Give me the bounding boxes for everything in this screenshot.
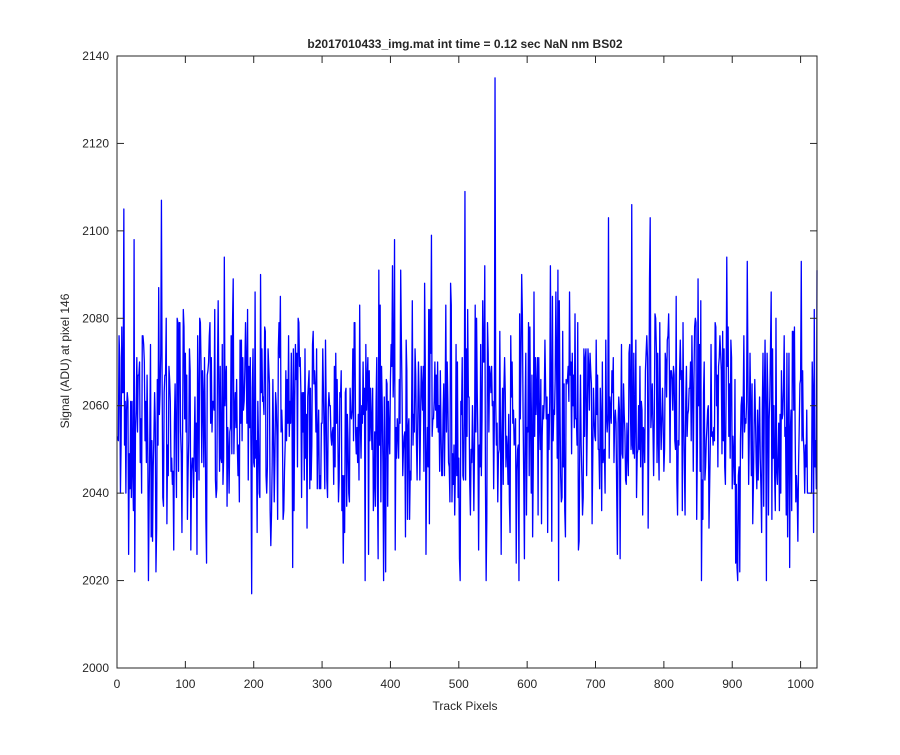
x-tick-label: 600 <box>517 677 537 691</box>
axes-box <box>116 55 818 669</box>
y-tick-label: 2040 <box>82 486 109 500</box>
x-tick-label: 1000 <box>787 677 814 691</box>
x-tick-label: 900 <box>722 677 742 691</box>
chart-title: b2017010433_img.mat int time = 0.12 sec … <box>307 37 622 51</box>
y-tick-label: 2100 <box>82 224 109 238</box>
y-axis-label: Signal (ADU) at pixel 146 <box>58 293 72 428</box>
x-tick-label: 700 <box>586 677 606 691</box>
x-tick-label: 0 <box>114 677 121 691</box>
y-tick-label: 2140 <box>82 49 109 63</box>
x-tick-label: 500 <box>449 677 469 691</box>
y-tick-label: 2080 <box>82 311 109 325</box>
x-tick-label: 200 <box>244 677 264 691</box>
y-tick-label: 2060 <box>82 399 109 413</box>
x-tick-label: 100 <box>175 677 195 691</box>
x-axis-label: Track Pixels <box>433 699 498 713</box>
x-tick-label: 300 <box>312 677 332 691</box>
y-tick-label: 2120 <box>82 136 109 150</box>
y-tick-label: 2000 <box>82 661 109 675</box>
x-tick-label: 400 <box>380 677 400 691</box>
series-line <box>117 77 818 595</box>
y-tick-label: 2020 <box>82 574 109 588</box>
x-tick-label: 800 <box>654 677 674 691</box>
